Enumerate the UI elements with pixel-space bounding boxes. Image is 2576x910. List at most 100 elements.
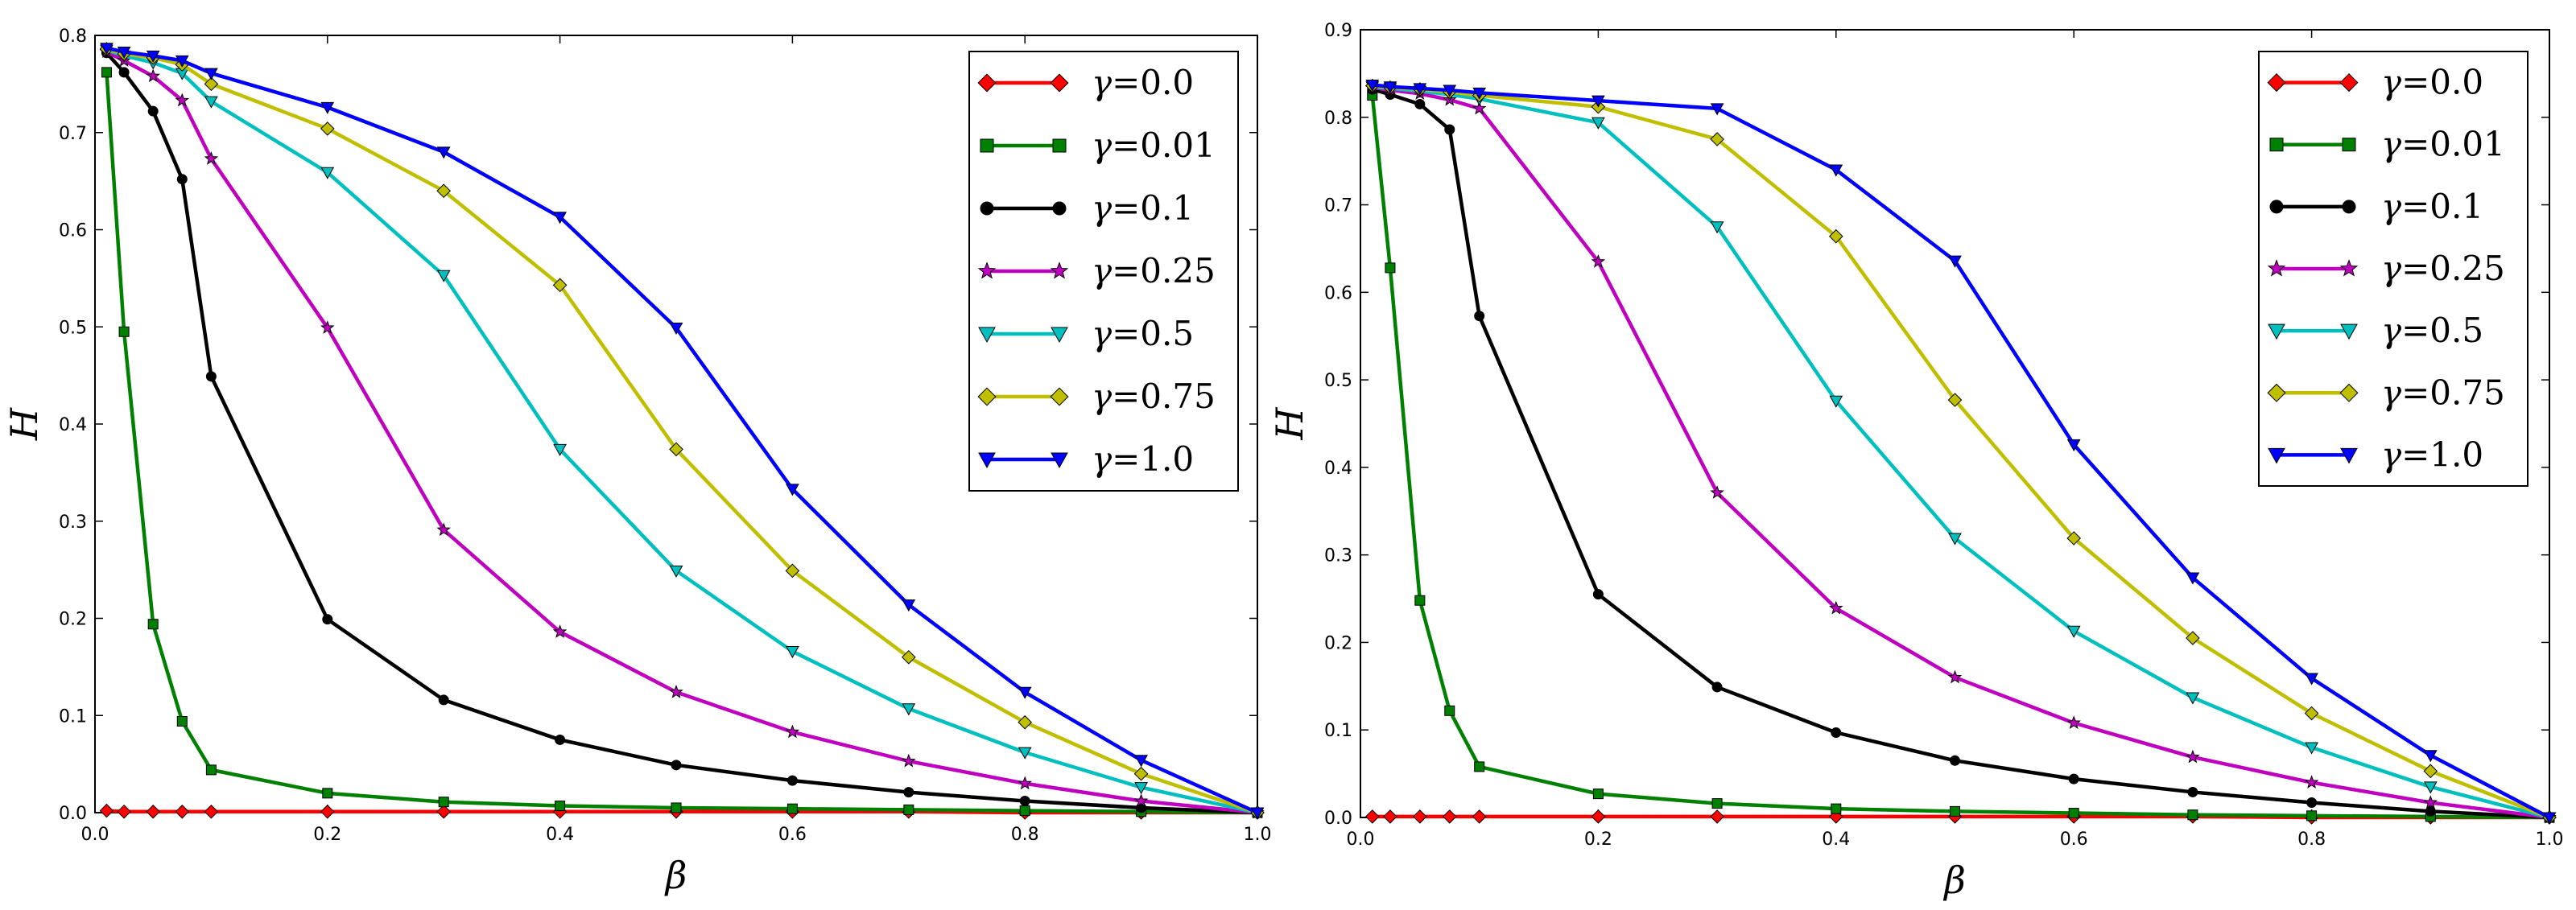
data-point <box>1710 221 1724 234</box>
data-point <box>902 703 916 716</box>
legend-gamma-symbol: γ <box>1092 126 1113 165</box>
data-point <box>2306 797 2318 809</box>
legend-gamma-symbol: γ <box>2381 125 2402 164</box>
legend-marker <box>2340 447 2358 464</box>
data-point <box>117 47 131 60</box>
legend-marker <box>1050 73 1069 93</box>
data-point <box>2423 795 2438 809</box>
data-point <box>553 443 567 456</box>
x-axis-label: β <box>664 854 687 897</box>
legend: γ=0.0γ=0.01γ=0.1γ=0.25γ=0.5γ=0.75γ=1.0 <box>968 51 1239 492</box>
data-point <box>902 599 916 612</box>
legend-gamma-value: =0.25 <box>1112 251 1216 290</box>
legend-gamma-value: =1.0 <box>1112 439 1194 479</box>
data-point <box>320 101 335 114</box>
data-point <box>1591 117 1605 130</box>
data-point <box>1444 705 1455 716</box>
x-tick-label: 0.4 <box>1822 830 1850 850</box>
data-point <box>1383 81 1397 94</box>
legend-gamma-value: =0.01 <box>2401 125 2505 164</box>
data-point <box>1828 229 1843 244</box>
data-point <box>786 646 799 659</box>
y-tick-label: 0.4 <box>1324 459 1352 479</box>
legend-item: γ=0.01 <box>2269 125 2505 164</box>
data-point <box>99 803 114 818</box>
data-point <box>1414 595 1426 606</box>
y-axis-label: H <box>1268 407 1311 441</box>
x-tick-label: 0.2 <box>1584 830 1612 850</box>
legend-item: γ=0.75 <box>2267 373 2505 412</box>
legend-gamma-symbol: γ <box>2381 249 2402 288</box>
data-point <box>1711 681 1723 693</box>
data-point <box>555 734 566 745</box>
series-line <box>105 46 1258 815</box>
legend-gamma-symbol: γ <box>2381 373 2402 412</box>
data-point <box>438 797 449 808</box>
data-point <box>785 563 800 579</box>
data-point <box>1019 805 1030 817</box>
data-point <box>2186 749 2200 764</box>
legend-item: γ=0.5 <box>2268 311 2483 350</box>
data-point <box>1019 796 1030 807</box>
legend-gamma-symbol: γ <box>2381 187 2402 226</box>
data-point <box>786 484 799 496</box>
series-line <box>105 51 1258 815</box>
legend-marker <box>980 201 994 216</box>
data-point <box>1591 95 1605 108</box>
data-point <box>1591 809 1606 824</box>
series-γ=0.75 <box>99 42 1265 820</box>
legend-marker <box>980 138 994 153</box>
legend-marker <box>1052 138 1067 153</box>
legend-label: γ=0.1 <box>1092 188 1194 228</box>
data-point <box>2423 750 2438 763</box>
series-line <box>1372 87 2550 820</box>
data-point <box>1947 393 1963 407</box>
data-point <box>204 68 218 80</box>
x-tick-label: 0.6 <box>2060 830 2088 850</box>
legend-marker <box>2268 323 2285 340</box>
data-point <box>2425 805 2436 817</box>
data-point <box>322 614 333 625</box>
x-tick-label: 0.6 <box>778 825 807 845</box>
legend-label: γ=0.75 <box>1092 377 1216 416</box>
data-point <box>669 565 683 578</box>
x-tick-label: 0.8 <box>1011 825 1039 845</box>
data-point <box>2423 764 2438 779</box>
legend-marker <box>1050 387 1069 406</box>
legend-item: γ=0.0 <box>2267 63 2483 102</box>
data-point <box>1829 395 1843 408</box>
y-tick-label: 0.9 <box>1324 21 1352 41</box>
series-line <box>105 72 1258 815</box>
x-axis-label: β <box>1942 859 1966 902</box>
legend-gamma-value: =0.1 <box>2401 187 2483 226</box>
data-point <box>1710 103 1724 116</box>
data-point <box>436 522 451 537</box>
data-point <box>2305 673 2318 686</box>
legend-label: γ=0.5 <box>2381 311 2483 350</box>
data-point <box>322 788 333 799</box>
data-point <box>2542 812 2557 825</box>
legend-marker <box>2342 138 2356 152</box>
series-γ=1.0 <box>1365 80 2557 825</box>
data-point <box>118 67 130 78</box>
y-tick-label: 0.4 <box>59 415 87 435</box>
data-point <box>176 715 188 727</box>
legend-item: γ=0.75 <box>977 377 1216 416</box>
legend-label: γ=0.0 <box>2381 63 2483 102</box>
data-point <box>669 322 683 335</box>
data-point <box>786 803 798 814</box>
legend-marker <box>2267 73 2286 93</box>
legend-gamma-symbol: γ <box>1092 251 1113 290</box>
legend-label: γ=0.1 <box>2381 187 2483 226</box>
y-tick-label: 0.7 <box>1324 196 1352 216</box>
x-tick-label: 0.0 <box>81 825 109 845</box>
legend-gamma-value: =0.75 <box>1112 377 1216 416</box>
data-point <box>671 760 682 771</box>
legend-marker <box>2269 200 2284 214</box>
legend-marker <box>1051 327 1068 344</box>
data-point <box>204 804 219 819</box>
data-point <box>1592 589 1604 600</box>
x-tick-label: 0.8 <box>2297 830 2326 850</box>
data-point <box>175 93 190 107</box>
